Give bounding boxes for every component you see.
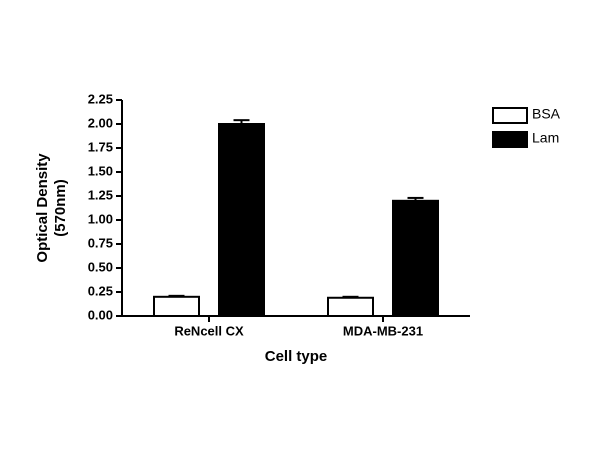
y-tick-label: 1.25 bbox=[88, 187, 113, 202]
legend-label: BSA bbox=[532, 106, 561, 122]
legend-swatch bbox=[492, 131, 528, 148]
error-bar bbox=[342, 295, 359, 298]
bar bbox=[392, 199, 439, 317]
y-tick-label: 2.00 bbox=[88, 115, 113, 130]
x-tick-label: ReNcell CX bbox=[174, 323, 244, 338]
bar bbox=[327, 296, 374, 318]
bar bbox=[153, 295, 200, 317]
y-tick-label: 2.25 bbox=[88, 91, 113, 106]
legend-swatch bbox=[492, 107, 528, 124]
legend-label: Lam bbox=[532, 130, 559, 146]
y-axis-label: Optical Density bbox=[34, 153, 51, 263]
x-axis-label: Cell type bbox=[265, 348, 328, 365]
y-tick-label: 0.25 bbox=[88, 283, 113, 298]
y-axis-label: (570nm) bbox=[52, 179, 69, 237]
y-tick-label: 0.75 bbox=[88, 235, 113, 250]
y-tick-label: 1.50 bbox=[88, 163, 113, 178]
x-tick-label: MDA-MB-231 bbox=[343, 323, 423, 338]
bar bbox=[218, 123, 265, 317]
error-bar bbox=[407, 196, 424, 201]
y-tick-label: 1.00 bbox=[88, 211, 113, 226]
y-tick-label: 0.50 bbox=[88, 259, 113, 274]
y-tick-label: 1.75 bbox=[88, 139, 113, 154]
error-bar bbox=[233, 119, 250, 124]
error-bar bbox=[168, 294, 185, 297]
y-tick-label: 0.00 bbox=[88, 307, 113, 322]
